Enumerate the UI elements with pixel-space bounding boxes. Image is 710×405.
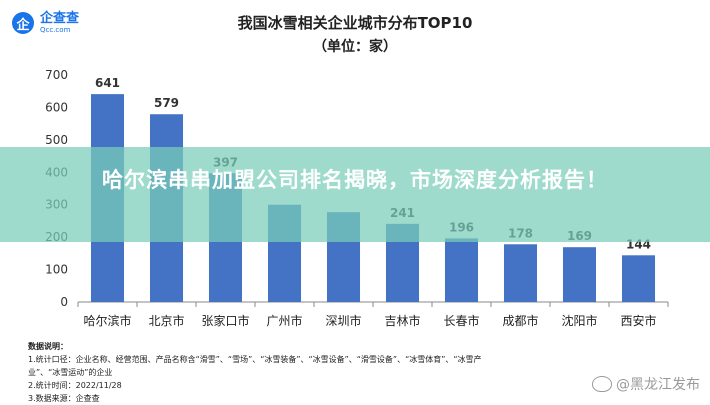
x-tick-label: 张家口市: [201, 313, 249, 328]
data-label: 579: [154, 96, 179, 110]
data-notes: 数据说明： 1.统计口径：企业名称、经营范围、产品名称含“滑雪”、“雪场”、“冰…: [28, 340, 482, 405]
headline-banner: [0, 147, 710, 242]
y-tick-label: 600: [45, 100, 68, 114]
y-tick-label: 700: [45, 68, 68, 82]
notes-line-2: 业”、“冰雪运动”的企业: [28, 368, 113, 377]
weibo-icon: [592, 376, 612, 392]
bar-10: [621, 255, 656, 302]
watermark-text: @黑龙江发布: [616, 377, 700, 393]
x-tick-label: 深圳市: [325, 313, 361, 328]
x-tick-label: 沈阳市: [561, 313, 597, 328]
bar-8: [503, 244, 538, 302]
weibo-watermark: @黑龙江发布: [592, 374, 700, 394]
chart-title: 我国冰雪相关企业城市分布TOP10: [237, 14, 473, 32]
chart-subtitle: （单位：家）: [313, 39, 397, 55]
x-tick-label: 吉林市: [384, 313, 420, 328]
qcc-logo-icon: 企: [12, 12, 34, 34]
notes-line-1: 1.统计口径：企业名称、经营范围、产品名称含“滑雪”、“雪场”、“冰雪装备”、“…: [28, 355, 482, 364]
x-tick-label: 广州市: [266, 313, 302, 328]
y-tick-label: 500: [45, 133, 68, 147]
bar-9: [562, 247, 597, 302]
x-tick-label: 西安市: [620, 313, 656, 328]
headline-text: 哈尔滨串串加盟公司排名揭晓，市场深度分析报告！: [102, 168, 608, 192]
x-tick-label: 北京市: [148, 313, 184, 328]
notes-heading: 数据说明：: [28, 342, 68, 351]
notes-line-3: 2.统计时间：2022/11/28: [28, 381, 122, 390]
brand-domain: Qcc.com: [40, 26, 71, 34]
x-tick-label: 长春市: [443, 313, 479, 328]
x-tick-label: 哈尔滨市: [83, 313, 131, 328]
brand-name: 企查查: [40, 11, 80, 26]
y-tick-label: 100: [45, 263, 68, 277]
brand-logo: 企 企查查 Qcc.com: [12, 12, 79, 34]
bar-7: [444, 238, 479, 302]
notes-line-4: 3.数据来源：企查查: [28, 394, 100, 403]
data-label: 641: [95, 76, 120, 90]
y-tick-label: 0: [60, 295, 68, 309]
x-tick-label: 成都市: [502, 313, 538, 328]
